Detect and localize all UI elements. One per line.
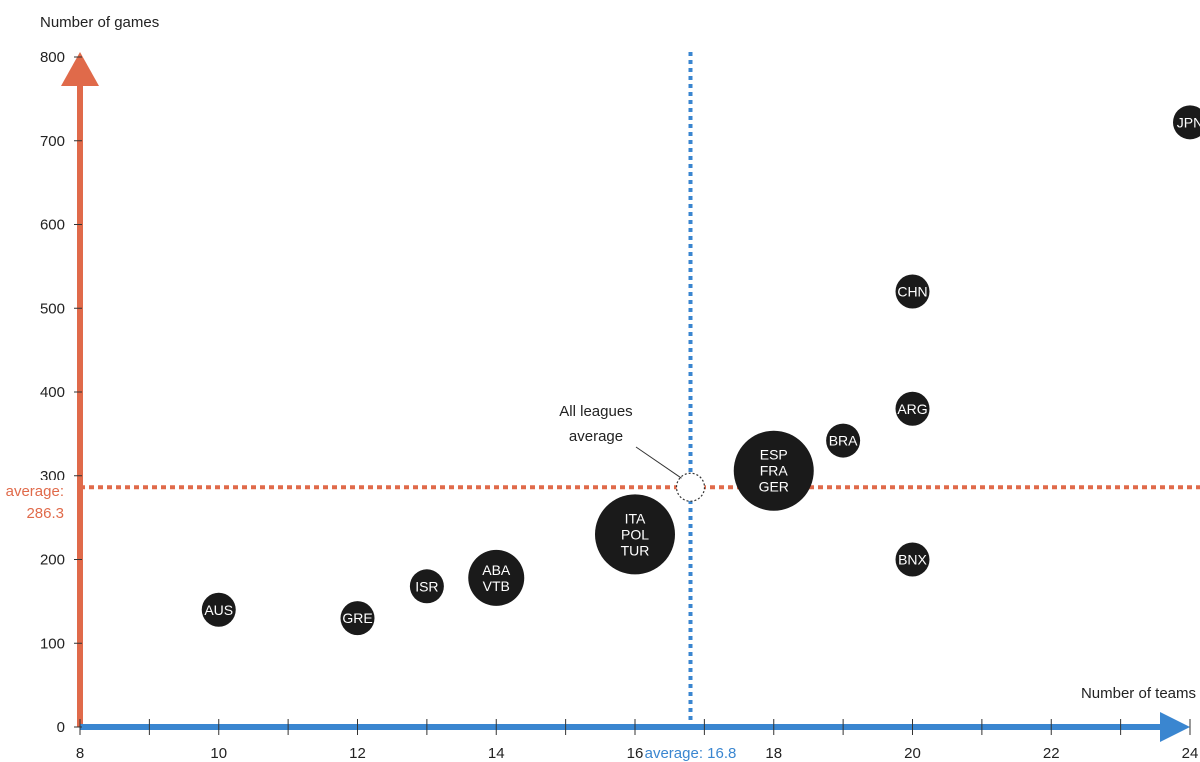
bubble-label: BNX xyxy=(898,552,927,568)
average-point-marker xyxy=(675,472,706,502)
x-axis-arrow-icon xyxy=(1160,712,1190,742)
bubble-label: VTB xyxy=(483,578,510,594)
bubble-label: FRA xyxy=(760,463,789,479)
bubble-point xyxy=(1173,105,1200,140)
bubble-label: JPN xyxy=(1177,114,1200,130)
bubble-point xyxy=(468,549,525,606)
y-tick-label: 400 xyxy=(40,384,65,401)
bubble-point xyxy=(595,494,675,575)
bubble-label: AUS xyxy=(204,602,233,618)
bubble-label: GRE xyxy=(342,610,372,626)
y-average-label-bg xyxy=(0,480,68,500)
y-tick-label: 800 xyxy=(40,49,65,66)
bubble-label: ARG xyxy=(897,401,927,417)
x-axis-title: Number of teams xyxy=(1081,685,1196,702)
y-average-value: 286.3 xyxy=(26,505,64,522)
y-tick-label: 600 xyxy=(40,217,65,234)
y-tick-label: 500 xyxy=(40,300,65,317)
bubble-label: ESP xyxy=(760,447,788,463)
x-tick-label: 22 xyxy=(1043,745,1060,762)
bubble-label: BRA xyxy=(829,433,858,449)
y-tick-label: 700 xyxy=(40,133,65,150)
x-tick-label: 12 xyxy=(349,745,366,762)
y-tick-label: 100 xyxy=(40,635,65,652)
bubble-label: POL xyxy=(621,526,649,542)
x-average-label: average: 16.8 xyxy=(645,745,737,762)
average-point-label: average xyxy=(569,428,623,445)
y-tick-label: 0 xyxy=(57,719,65,736)
bubble-label: ISR xyxy=(415,578,438,594)
bubble-label: GER xyxy=(759,479,789,495)
bubble-point xyxy=(340,601,375,636)
y-average-label: average: xyxy=(6,483,64,500)
bubble-point xyxy=(895,542,930,577)
average-callout-line xyxy=(635,446,682,479)
y-tick-label: 200 xyxy=(40,552,65,569)
bubble-label: ABA xyxy=(482,562,511,578)
bubble-label: ITA xyxy=(625,510,646,526)
bubble-label: CHN xyxy=(897,284,927,300)
bubble-point xyxy=(201,592,236,627)
annotations: All leagues average average: 16.8 average: 2… xyxy=(0,403,736,762)
x-tick-label: 8 xyxy=(76,745,84,762)
x-tick-label: 20 xyxy=(904,745,921,762)
bubble-point xyxy=(409,569,444,604)
x-tick-label: 18 xyxy=(765,745,782,762)
y-axis-title: Number of games xyxy=(40,14,159,31)
x-tick-label: 24 xyxy=(1182,745,1199,762)
reference-lines xyxy=(80,52,1200,722)
bubble-point xyxy=(733,430,814,511)
bubble-label: TUR xyxy=(621,542,650,558)
x-tick-label: 16 xyxy=(627,745,644,762)
bubble-point xyxy=(895,391,930,426)
bubble-point xyxy=(826,423,861,458)
y-axis-arrow-icon xyxy=(61,52,99,86)
x-tick-label: 14 xyxy=(488,745,505,762)
x-tick-label: 10 xyxy=(210,745,227,762)
average-point-label: All leagues xyxy=(559,403,632,420)
bubble-point xyxy=(895,274,930,309)
